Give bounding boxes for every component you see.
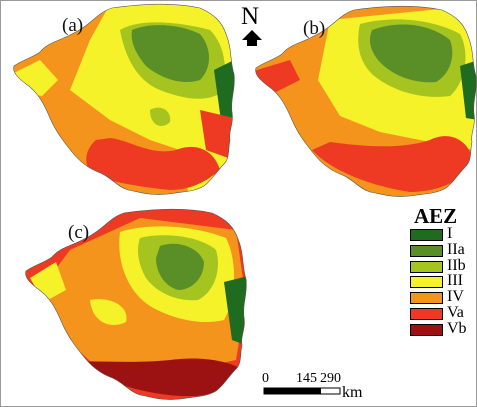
scale-bar [263,387,341,395]
legend-label: IV [447,288,464,306]
legend-label: IIa [447,240,465,258]
map-panel-a [13,4,235,195]
legend-item: I [410,225,477,242]
legend-swatch [410,244,443,257]
north-arrow-stem [247,40,257,46]
panel-label-a: (a) [62,15,84,36]
north-arrow-icon [242,30,262,40]
panel-label-b: (b) [303,18,326,39]
legend-item: III [410,272,477,290]
legend-label: Vb [447,319,467,337]
legend-item: Vb [410,319,477,337]
legend-swatch [410,292,443,305]
map-panel-c [25,209,247,400]
map-panel-b [255,6,477,197]
legend-label: III [447,272,463,290]
legend-swatch [410,323,443,336]
scale-unit: km [342,384,363,401]
legend-title: AEZ [414,204,458,228]
legend-item: Va [410,304,477,321]
legend-item: IV [410,288,477,306]
legend-swatch [410,308,443,320]
legend-swatch [410,276,443,289]
scale-tick-290: 290 [320,371,341,386]
scale-tick-0: 0 [262,371,269,386]
legend-label: IIb [447,256,466,274]
legend-swatch [410,229,443,241]
legend-item: IIa [410,240,477,258]
legend-label: I [447,225,453,242]
legend-swatch [410,260,443,273]
panel-label-c: (c) [68,222,90,243]
scale-tick-145: 145 [296,371,317,386]
legend-item: IIb [410,256,477,274]
legend-label: Va [447,304,464,321]
north-letter: N [241,3,260,30]
